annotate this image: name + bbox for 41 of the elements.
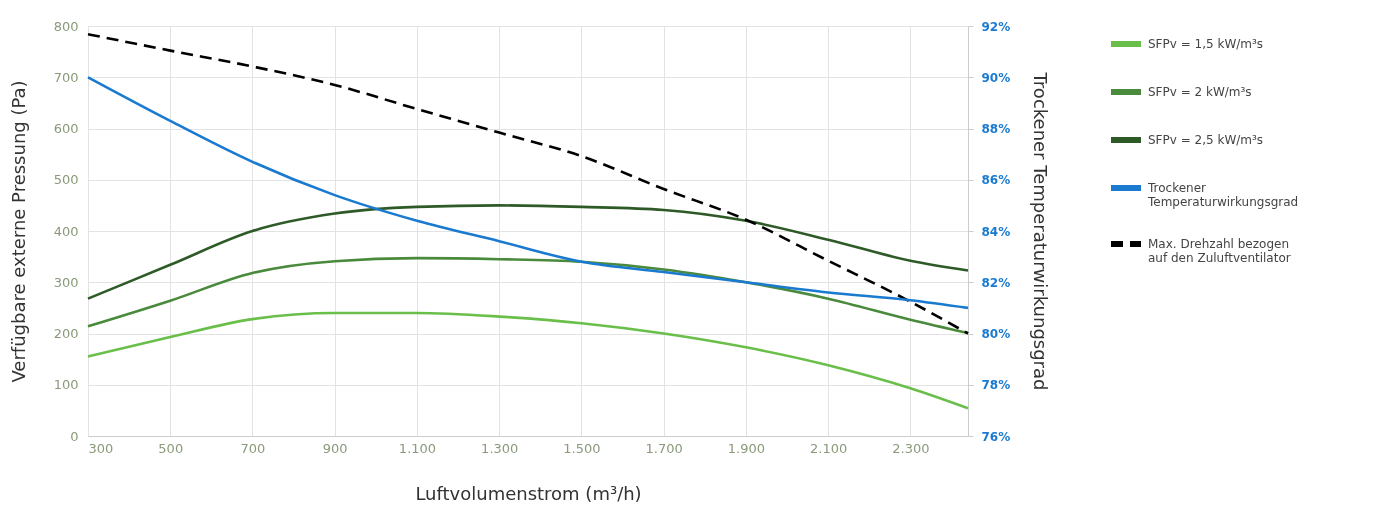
x-tick-label: 300 <box>88 440 114 456</box>
legend-label: Trockener Temperaturwirkungsgrad <box>1147 181 1299 209</box>
x-tick-label: 1.500 <box>563 440 601 456</box>
x-tick-label: 1.900 <box>727 440 766 456</box>
y-tick-label: 500 <box>53 172 79 188</box>
x-tick-label: 1.300 <box>481 440 519 456</box>
x-tick-label: 1.700 <box>645 440 683 456</box>
y-tick-label: 400 <box>53 223 79 239</box>
legend-label: Max. Drehzahl bezogen auf den Zuluftventilator <box>1148 237 1291 265</box>
x-tick-label: 2.100 <box>810 440 848 456</box>
y2-tick-label: 88% <box>981 122 1011 136</box>
y-tick-label: 300 <box>53 274 79 290</box>
y2-tick-label: 82% <box>981 275 1011 290</box>
y-tick-label: 200 <box>53 326 79 341</box>
y2-tick-label: 78% <box>981 378 1011 393</box>
y-tick-label: 600 <box>53 121 79 136</box>
y2-tick-label: 90% <box>981 70 1011 85</box>
line-series <box>86 311 970 410</box>
y2-tick-label: 92% <box>981 19 1011 34</box>
legend-label: SFPv = 2 kW/m³s <box>1148 85 1252 99</box>
x-tick-label: 900 <box>322 440 348 456</box>
x-tick-label: 500 <box>158 440 184 456</box>
x-axis-title: Luftvolumenstrom (m³/h) <box>415 482 642 504</box>
x-tick-label: 2.300 <box>892 440 930 456</box>
x-tick-label: 1.100 <box>398 440 437 456</box>
y2-axis-title: Trockener Temperaturwirkungsgrad <box>1030 71 1052 391</box>
y2-tick-label: 84% <box>981 224 1011 239</box>
line-series <box>86 32 970 335</box>
y-axis-title: Verfügbare externe Pressung (Pa) <box>7 80 29 383</box>
line-series <box>86 75 970 310</box>
y-tick-label: 700 <box>53 69 79 85</box>
line-series <box>86 204 970 300</box>
y-tick-label: 0 <box>70 428 79 444</box>
legend-label: SFPv = 2,5 kW/m³s <box>1148 133 1264 147</box>
y2-tick-label: 86% <box>981 173 1011 188</box>
y-tick-label: 100 <box>53 377 79 393</box>
y2-tick-label: 80% <box>981 327 1011 341</box>
y2-tick-label: 76% <box>981 429 1011 444</box>
legend-label: SFPv = 1,5 kW/m³s <box>1148 37 1264 51</box>
x-tick-label: 700 <box>240 440 266 456</box>
y-tick-label: 800 <box>53 18 79 34</box>
